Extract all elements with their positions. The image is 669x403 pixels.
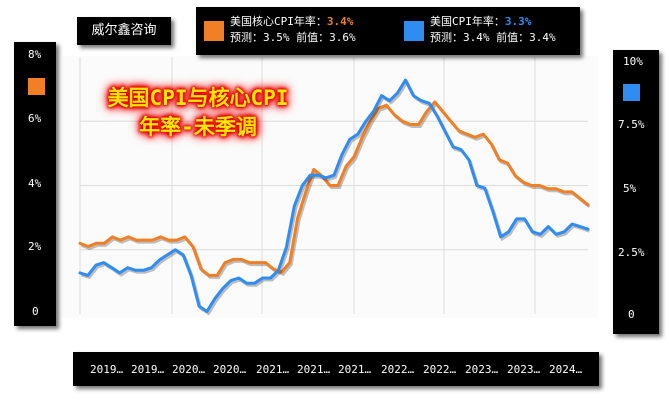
x-axis-tick: 2021… — [338, 363, 372, 376]
cpi-color-swatch — [623, 84, 640, 101]
right-axis-tick: 10% — [623, 55, 643, 68]
left-axis: 8% 6% 4% 2% 0 — [14, 42, 56, 326]
x-axis-tick: 2019… — [131, 363, 165, 376]
cpi-legend-entry: 美国CPI年率：3.3% 预测：3.4% 前值：3.4% — [430, 14, 556, 46]
x-axis-tick: 2021… — [297, 363, 331, 376]
left-axis-tick: 6% — [28, 112, 42, 125]
left-axis-tick: 8% — [28, 48, 42, 61]
x-axis-tick: 2024… — [549, 363, 583, 376]
chart-title-line-1: 美国CPI与核心CPI — [107, 86, 289, 110]
x-axis-tick: 2020… — [172, 363, 206, 376]
left-axis-tick: 4% — [28, 177, 42, 190]
x-axis-tick: 2022… — [381, 363, 415, 376]
core-cpi-legend-value: 3.4% — [326, 15, 354, 28]
x-axis-tick: 2020… — [213, 363, 247, 376]
chart-title-line-2: 年率-未季调 — [139, 115, 257, 139]
x-axis-tick: 2022… — [423, 363, 457, 376]
left-axis-tick: 0 — [32, 305, 39, 318]
right-axis-tick: 5% — [623, 182, 637, 195]
core-cpi-legend-entry: 美国核心CPI年率：3.4% 预测：3.5% 前值：3.6% — [230, 14, 356, 46]
cpi-legend-value: 3.3% — [504, 15, 532, 28]
core-cpi-legend-label: 美国核心CPI年率： — [230, 15, 327, 28]
legend: 美国核心CPI年率：3.4% 预测：3.5% 前值：3.6% 美国CPI年率：3… — [196, 7, 580, 55]
right-axis-tick: 7.5% — [618, 118, 645, 131]
core-cpi-legend-forecast: 预测：3.5% 前值：3.6% — [230, 31, 356, 44]
right-axis-tick: 2.5% — [618, 246, 645, 259]
left-axis-tick: 2% — [28, 240, 42, 253]
core-cpi-legend-swatch — [204, 21, 224, 41]
right-axis: 10% 7.5% 5% 2.5% 0 — [613, 50, 659, 334]
cpi-legend-swatch — [404, 21, 424, 41]
chart-title: 美国CPI与核心CPI 年率-未季调 — [76, 84, 320, 142]
x-axis: 2019… 2019… 2020… 2020… 2021… 2021… 2021… — [73, 352, 599, 386]
cpi-legend-label: 美国CPI年率： — [430, 15, 505, 28]
cpi-line-shadow — [81, 79, 590, 316]
brand-label: 威尔鑫咨询 — [77, 17, 171, 45]
x-axis-tick: 2023… — [507, 363, 541, 376]
x-axis-tick: 2021… — [256, 363, 290, 376]
core-cpi-series-line — [78, 100, 590, 277]
right-axis-tick: 0 — [628, 308, 635, 321]
core-cpi-color-swatch — [28, 78, 45, 95]
cpi-legend-forecast: 预测：3.4% 前值：3.4% — [430, 31, 556, 44]
x-axis-tick: 2019… — [90, 363, 124, 376]
x-axis-tick: 2023… — [465, 363, 499, 376]
cpi-series-line — [78, 78, 590, 313]
